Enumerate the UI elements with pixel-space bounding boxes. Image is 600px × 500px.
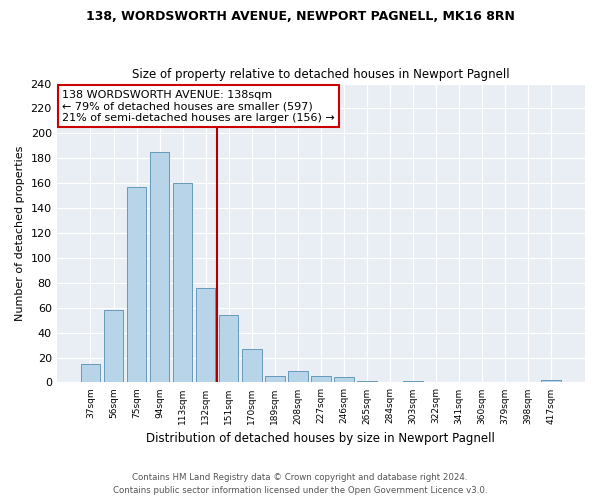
Bar <box>334 378 353 382</box>
X-axis label: Distribution of detached houses by size in Newport Pagnell: Distribution of detached houses by size … <box>146 432 495 445</box>
Bar <box>357 381 377 382</box>
Bar <box>196 288 215 382</box>
Bar <box>80 364 100 382</box>
Bar <box>403 381 423 382</box>
Bar <box>127 187 146 382</box>
Bar <box>265 376 284 382</box>
Text: 138, WORDSWORTH AVENUE, NEWPORT PAGNELL, MK16 8RN: 138, WORDSWORTH AVENUE, NEWPORT PAGNELL,… <box>86 10 514 23</box>
Y-axis label: Number of detached properties: Number of detached properties <box>15 146 25 320</box>
Bar <box>311 376 331 382</box>
Bar <box>104 310 123 382</box>
Bar <box>288 371 308 382</box>
Bar <box>150 152 169 382</box>
Bar <box>242 349 262 382</box>
Bar <box>219 315 238 382</box>
Text: 138 WORDSWORTH AVENUE: 138sqm
← 79% of detached houses are smaller (597)
21% of : 138 WORDSWORTH AVENUE: 138sqm ← 79% of d… <box>62 90 335 122</box>
Title: Size of property relative to detached houses in Newport Pagnell: Size of property relative to detached ho… <box>132 68 509 81</box>
Bar <box>173 183 193 382</box>
Text: Contains HM Land Registry data © Crown copyright and database right 2024.
Contai: Contains HM Land Registry data © Crown c… <box>113 473 487 495</box>
Bar <box>541 380 561 382</box>
